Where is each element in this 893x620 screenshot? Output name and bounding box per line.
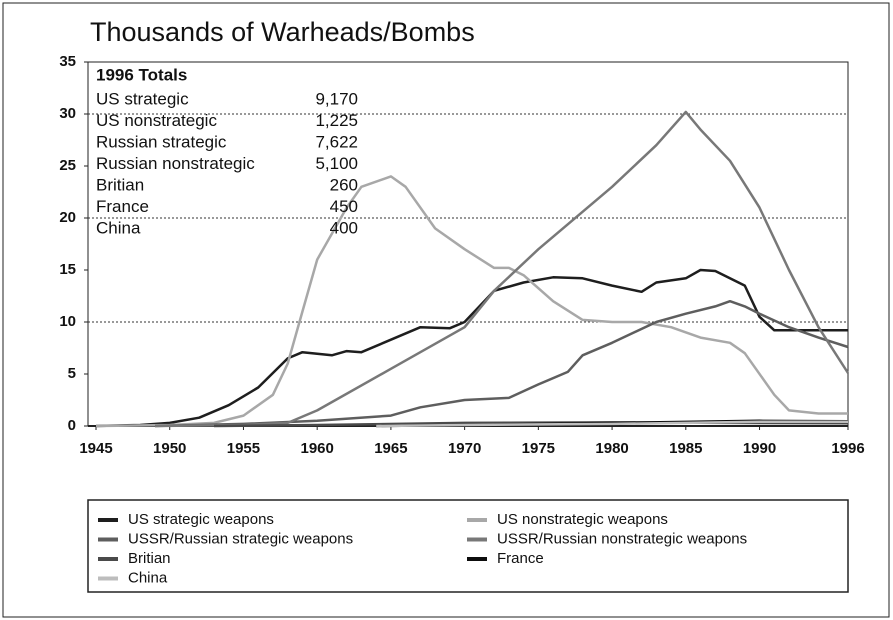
x-tick-label: 1960 [300,440,333,457]
x-tick-label: 1970 [448,440,481,457]
legend-label: USSR/Russian nonstrategic weapons [497,530,747,547]
x-tick-label: 1955 [227,440,260,457]
x-tick-label: 1950 [153,440,186,457]
y-tick-label: 15 [59,261,76,278]
y-tick-label: 10 [59,313,76,330]
x-tick-label: 1996 [831,440,864,457]
table-name: Britian [96,175,144,194]
y-tick-label: 0 [68,417,76,434]
legend-label: USSR/Russian strategic weapons [128,530,353,547]
series-line [154,110,850,428]
table-value: 260 [330,175,358,194]
table-value: 1,225 [315,111,358,130]
table-value: 400 [330,218,358,237]
series-line [95,268,848,428]
legend-box [87,499,849,593]
x-tick-label: 1990 [743,440,776,457]
x-tick-label: 1985 [669,440,702,457]
table-name: France [96,197,149,216]
y-tick-label: 20 [59,209,76,226]
legend-label: Britian [128,550,171,567]
legend-label: US nonstrategic weapons [497,511,668,528]
table-value: 7,622 [315,132,358,151]
table-value: 450 [330,197,358,216]
series-line [154,299,849,428]
y-tick-label: 35 [59,53,76,70]
chart-title: Thousands of Warheads/Bombs [90,17,475,47]
x-tick-label: 1980 [595,440,628,457]
table-name: Russian strategic [96,132,227,151]
y-tick-label: 5 [68,365,76,382]
y-tick-label: 30 [59,105,76,122]
table-title: 1996 Totals [96,65,187,84]
y-tick-label: 25 [59,157,76,174]
table-value: 5,100 [315,154,358,173]
x-tick-label: 1975 [522,440,555,457]
table-name: Russian nonstrategic [96,154,255,173]
table-name: US strategic [96,89,189,108]
table-name: US nonstrategic [96,111,217,130]
series-line [95,175,848,428]
series-line [376,420,848,428]
legend-label: France [497,550,544,567]
table-name: China [96,218,141,237]
x-tick-label: 1965 [374,440,407,457]
legend-label: US strategic weapons [128,511,274,528]
x-tick-label: 1945 [79,440,112,457]
table-value: 9,170 [315,89,358,108]
legend-label: China [128,569,168,586]
